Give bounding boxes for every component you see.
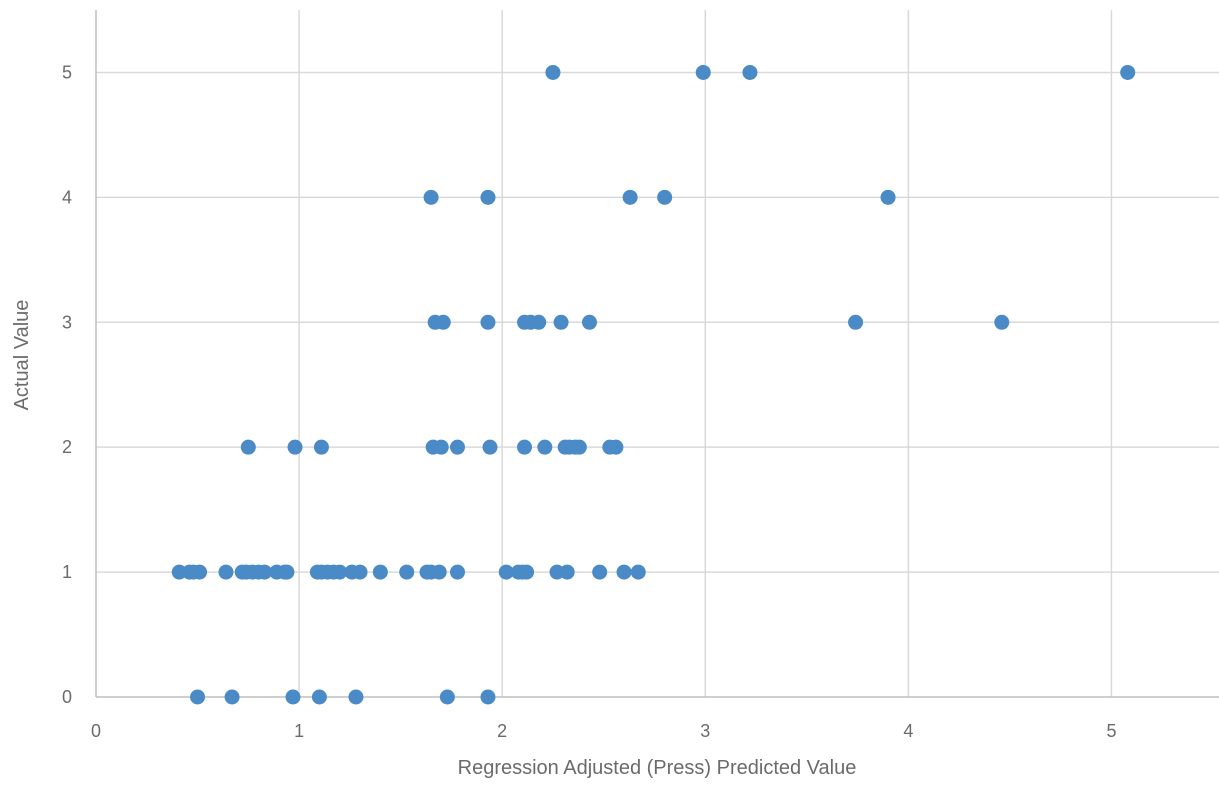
data-point <box>571 439 587 455</box>
data-point <box>695 64 711 80</box>
x-tick-label: 3 <box>700 721 710 741</box>
data-point <box>592 564 608 580</box>
data-point <box>240 439 256 455</box>
data-point <box>1120 64 1136 80</box>
y-tick-label: 0 <box>62 687 72 707</box>
data-point <box>553 314 569 330</box>
data-point <box>285 689 301 705</box>
tick-labels: 0 1 2 3 4 5 0 1 2 3 4 5 <box>62 62 1116 741</box>
data-point <box>480 314 496 330</box>
data-point <box>399 564 415 580</box>
data-point <box>657 189 673 205</box>
data-point <box>352 564 368 580</box>
data-point <box>190 689 206 705</box>
x-tick-label: 1 <box>294 721 304 741</box>
data-point <box>630 564 646 580</box>
axes <box>95 10 1219 698</box>
data-point <box>433 439 449 455</box>
y-tick-label: 1 <box>62 562 72 582</box>
data-point <box>531 314 547 330</box>
data-point <box>431 564 447 580</box>
data-point <box>279 564 295 580</box>
data-point <box>372 564 388 580</box>
y-tick-label: 2 <box>62 437 72 457</box>
data-point <box>622 189 638 205</box>
x-tick-label: 4 <box>903 721 913 741</box>
data-point <box>257 564 273 580</box>
data-point <box>313 439 329 455</box>
data-point <box>450 439 466 455</box>
data-point <box>218 564 234 580</box>
data-point <box>192 564 208 580</box>
data-point <box>616 564 632 580</box>
data-point <box>480 689 496 705</box>
data-point <box>519 564 535 580</box>
data-point <box>435 314 451 330</box>
x-tick-label: 2 <box>497 721 507 741</box>
data-point <box>348 689 364 705</box>
data-point <box>608 439 624 455</box>
gridlines <box>96 10 1219 697</box>
data-point <box>450 564 466 580</box>
data-point <box>517 439 533 455</box>
data-point <box>582 314 598 330</box>
data-point <box>439 689 455 705</box>
data-point <box>311 689 327 705</box>
data-point <box>287 439 303 455</box>
x-tick-label: 5 <box>1106 721 1116 741</box>
data-point <box>224 689 240 705</box>
data-point <box>332 564 348 580</box>
data-point <box>482 439 498 455</box>
data-point <box>423 189 439 205</box>
data-point <box>848 314 864 330</box>
y-tick-label: 4 <box>62 187 72 207</box>
data-point <box>742 64 758 80</box>
data-point <box>559 564 575 580</box>
y-tick-label: 5 <box>62 62 72 82</box>
data-point <box>880 189 896 205</box>
y-axis-title: Actual Value <box>11 300 33 411</box>
data-point <box>537 439 553 455</box>
data-point <box>498 564 514 580</box>
x-axis-title: Regression Adjusted (Press) Predicted Va… <box>458 757 857 779</box>
data-points <box>171 64 1136 705</box>
x-tick-label: 0 <box>91 721 101 741</box>
y-tick-label: 3 <box>62 312 72 332</box>
data-point <box>994 314 1010 330</box>
data-point <box>480 189 496 205</box>
data-point <box>545 64 561 80</box>
